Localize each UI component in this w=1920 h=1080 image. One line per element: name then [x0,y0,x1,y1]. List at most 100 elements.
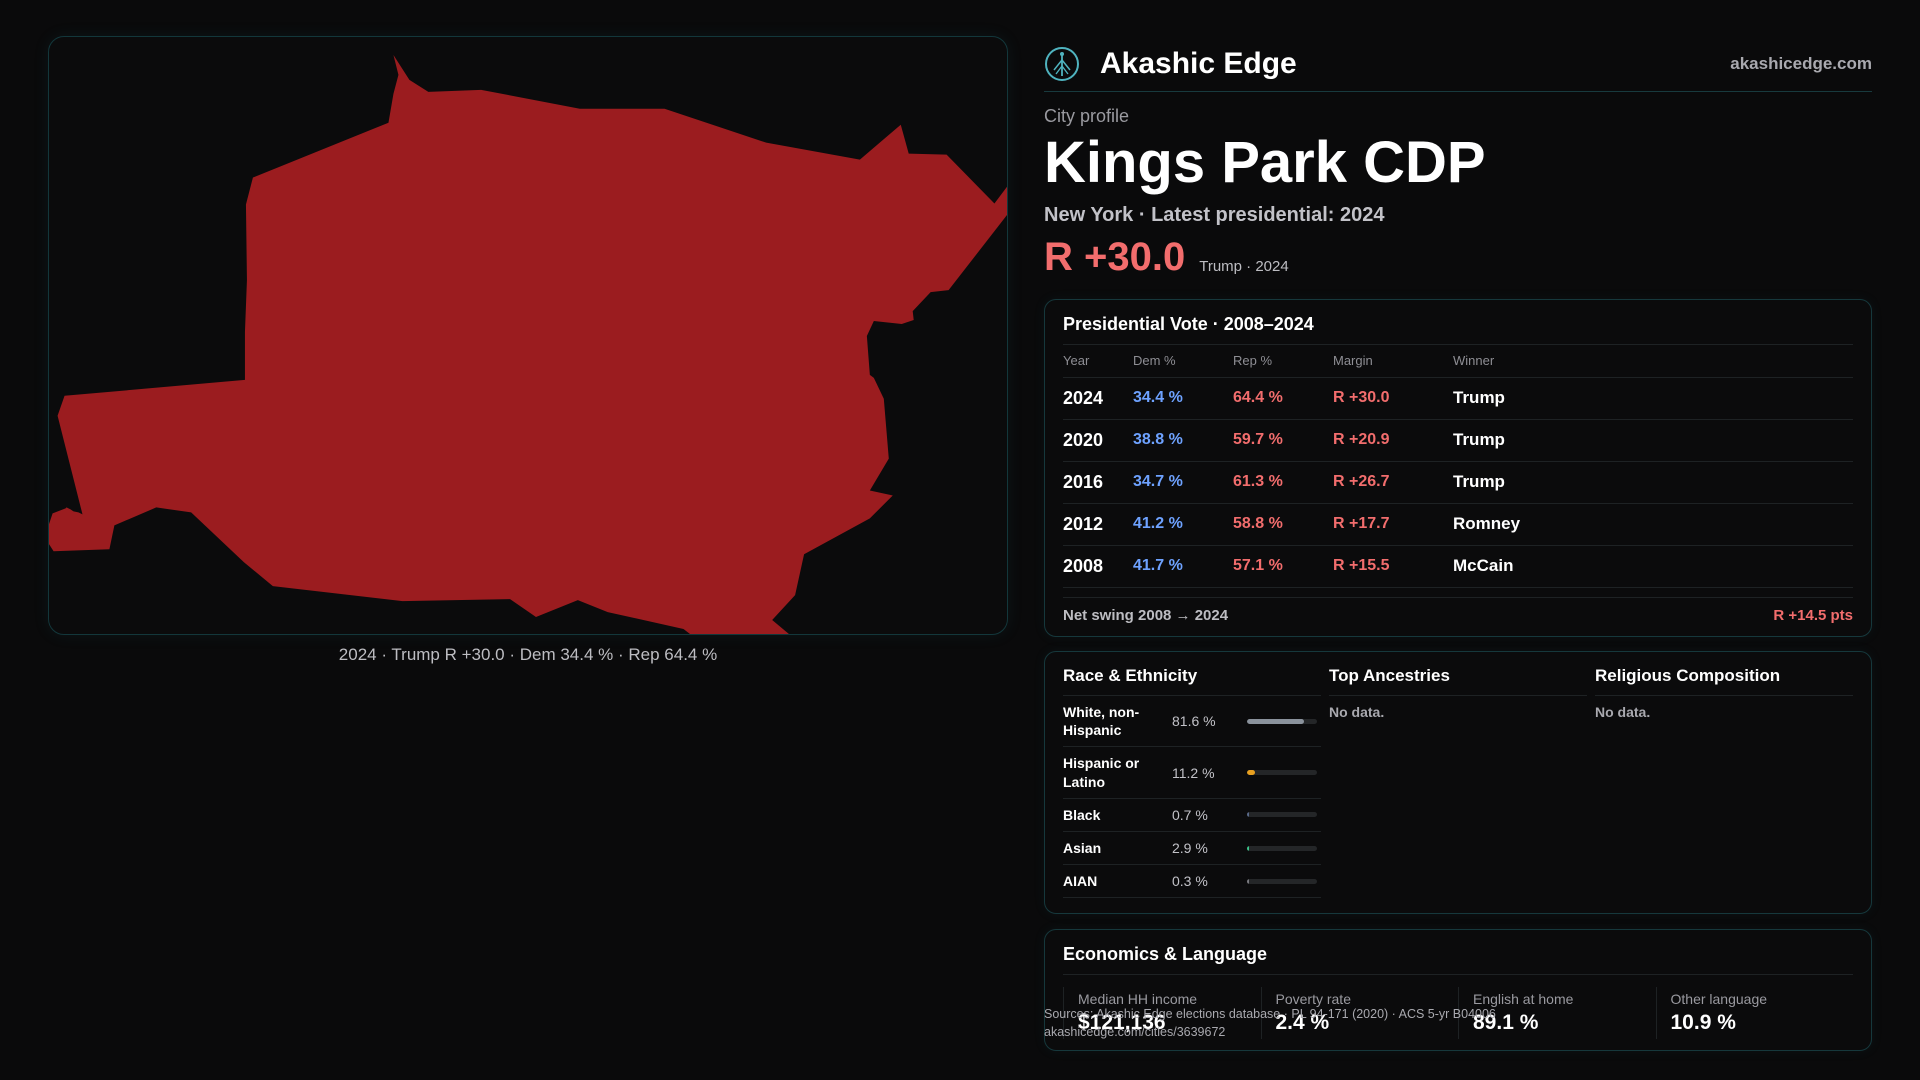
profile-panel: Akashic Edge akashicedge.com City profil… [1044,36,1872,1051]
brand-header: Akashic Edge akashicedge.com [1044,36,1872,92]
profile-subline: New York · Latest presidential: 2024 [1044,203,1385,226]
economics-stats: Median HH income $121,136 Poverty rate 2… [1063,987,1853,1039]
source-url-link[interactable]: akashicedge.com/cities/3639672 [1044,1024,1226,1039]
religion-column: Religious Composition No data. [1595,666,1853,899]
ancestries-column: Top Ancestries No data. [1329,666,1587,899]
cell-winner: Romney [1453,503,1853,546]
race-bar-track [1247,878,1317,884]
stat-label: Other language [1670,991,1768,1007]
column-header-rep: Rep % [1233,345,1333,378]
ancestries-empty-text: No data. [1329,704,1385,720]
margin-subtitle: Trump · 2024 [1199,257,1289,275]
cell-dem: 34.4 % [1133,377,1233,420]
map-caption: 2024 · Trump R +30.0 · Dem 34.4 % · Rep … [338,645,718,664]
table-row: 2020 38.8 % 59.7 % R +20.9 Trump [1063,419,1853,462]
cell-winner: Trump [1453,377,1853,420]
race-label: Black [1063,806,1101,823]
map-panel [48,36,1008,635]
race-row: Hispanic or Latino 11.2 % [1063,747,1321,799]
net-swing-label: Net swing 2008 → 2024 [1063,606,1229,624]
cell-winner: McCain [1453,545,1853,588]
stat-other-language: Other language 10.9 % [1655,987,1854,1039]
cell-winner: Trump [1453,419,1853,462]
table-row: 2024 34.4 % 64.4 % R +30.0 Trump [1063,377,1853,420]
cell-year: 2016 [1063,461,1133,504]
stat-label: Median HH income [1078,991,1198,1007]
margin-value: R +30.0 [1044,234,1186,279]
table-header-row: Year Dem % Rep % Margin Winner [1063,345,1853,378]
cell-rep: 61.3 % [1233,461,1333,504]
religion-empty-text: No data. [1595,704,1651,720]
presidential-vote-table: Year Dem % Rep % Margin Winner 2024 34.4… [1063,345,1853,588]
cell-year: 2012 [1063,503,1133,546]
table-row: 2008 41.7 % 57.1 % R +15.5 McCain [1063,545,1853,588]
race-label: White, non-Hispanic [1063,704,1140,739]
stat-poverty-rate: Poverty rate 2.4 % [1260,987,1459,1039]
demographics-card: Race & Ethnicity White, non-Hispanic 81.… [1044,651,1872,914]
cell-dem: 41.2 % [1133,503,1233,546]
race-bar-track [1247,718,1317,724]
cell-margin: R +17.7 [1333,503,1453,546]
table-row: 2012 41.2 % 58.8 % R +17.7 Romney [1063,503,1853,546]
tree-of-life-icon [1045,46,1079,81]
cell-dem: 38.8 % [1133,419,1233,462]
source-text: Sources: Akashic Edge elections database… [1044,1007,1496,1021]
race-bar-track [1247,845,1317,851]
cell-dem: 41.7 % [1133,545,1233,588]
cell-winner: Trump [1453,461,1853,504]
cell-rep: 58.8 % [1233,503,1333,546]
table-row: 2016 34.7 % 61.3 % R +26.7 Trump [1063,461,1853,504]
race-label: AIAN [1063,873,1098,890]
stat-value: 2.4 % [1275,1011,1330,1034]
race-bar-fill [1247,718,1305,724]
net-swing-value: R +14.5 pts [1773,606,1853,624]
cell-margin: R +30.0 [1333,377,1453,420]
brand-name: Akashic Edge [1100,46,1297,80]
race-percent: 2.9 % [1172,840,1208,857]
profile-kicker: City profile [1044,106,1130,126]
race-bar-fill [1247,812,1250,818]
brand-url-link[interactable]: akashicedge.com [1730,53,1872,73]
city-boundary-shape[interactable] [49,54,1007,634]
stat-value: 10.9 % [1670,1011,1736,1034]
race-label: Hispanic or Latino [1063,755,1140,790]
cell-margin: R +20.9 [1333,419,1453,462]
race-percent: 0.7 % [1172,806,1208,823]
cell-dem: 34.7 % [1133,461,1233,504]
economics-title: Economics & Language [1063,944,1853,975]
race-row: Asian 2.9 % [1063,832,1321,866]
presidential-vote-card: Presidential Vote · 2008–2024 Year Dem %… [1044,299,1872,637]
stat-english-at-home: English at home 89.1 % [1458,987,1656,1039]
column-header-year: Year [1063,345,1133,378]
race-ethnicity-title: Race & Ethnicity [1063,666,1321,696]
page-title: Kings Park CDP [1044,130,1486,195]
economics-card: Economics & Language Median HH income $1… [1044,929,1872,1051]
cell-year: 2020 [1063,419,1133,462]
cell-margin: R +15.5 [1333,545,1453,588]
race-bar-fill [1247,845,1250,851]
religion-title: Religious Composition [1595,666,1853,696]
stat-value: $121,136 [1078,1011,1166,1034]
race-percent: 11.2 % [1172,764,1215,781]
race-ethnicity-column: Race & Ethnicity White, non-Hispanic 81.… [1063,666,1321,899]
headline-margin: R +30.0 Trump · 2024 [1044,237,1872,277]
city-boundary-map [49,54,1007,634]
race-bar-fill [1247,878,1250,884]
cell-year: 2008 [1063,545,1133,588]
cell-rep: 57.1 % [1233,545,1333,588]
race-row: White, non-Hispanic 81.6 % [1063,696,1321,748]
presidential-vote-title: Presidential Vote · 2008–2024 [1063,314,1853,345]
column-header-dem: Dem % [1133,345,1233,378]
race-row: Black 0.7 % [1063,799,1321,832]
race-bar-fill [1247,770,1255,776]
column-header-winner: Winner [1453,345,1853,378]
cell-margin: R +26.7 [1333,461,1453,504]
race-bar-track [1247,770,1317,776]
race-percent: 0.3 % [1172,873,1208,890]
stat-value: 89.1 % [1473,1011,1539,1034]
race-row: AIAN 0.3 % [1063,865,1321,899]
source-footnote: Sources: Akashic Edge elections database… [1044,1006,1564,1041]
stat-median-income: Median HH income $121,136 [1063,987,1261,1039]
stat-label: English at home [1473,991,1574,1007]
race-bar-track [1247,812,1317,818]
